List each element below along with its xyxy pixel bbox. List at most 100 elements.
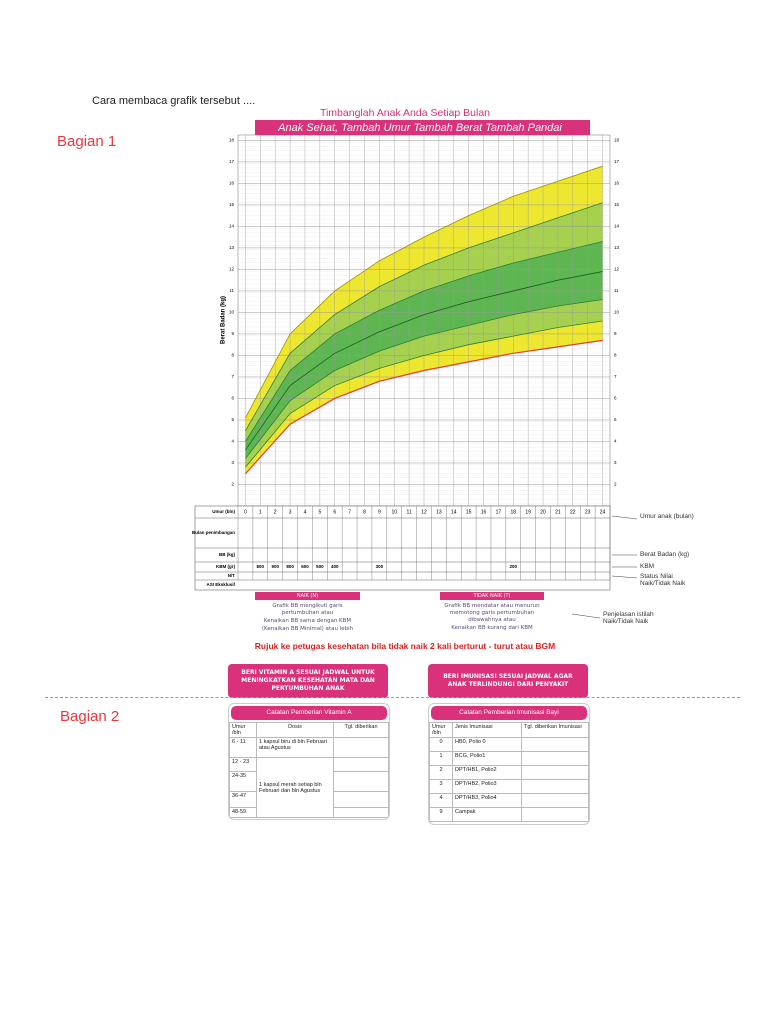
row-label: ASI Eksklusif [206,582,235,587]
band [245,241,603,451]
x-tick-label: 23 [585,509,591,515]
table-title: Catatan Pemberian Imunisasi Bayi [431,706,587,720]
x-tick-label: 3 [289,509,292,515]
table-title: Catatan Pemberian Vitamin A [231,706,387,720]
age-cell: 6 - 11 [229,737,257,758]
date-cell [333,791,389,808]
y-tick-label: 12 [614,267,620,272]
x-tick-label: 15 [466,509,472,515]
row-label: Bulan penimbangan [192,530,235,535]
age-cell: 48-59 [229,807,257,818]
x-tick-label: 20 [540,509,546,515]
vitamin-banner: BERI VITAMIN A SESUAI JADWAL UNTUK MENIN… [228,664,388,698]
date-cell [333,771,389,792]
y-tick-label: 13 [229,245,235,250]
y-tick-label: 12 [229,267,235,272]
band [245,299,603,468]
x-tick-label: 12 [421,509,427,515]
y-tick-label: 14 [614,224,620,229]
date-cell [521,765,589,780]
row-label: Umur (bln) [212,509,235,514]
y-tick-label: 6 [614,396,617,401]
y-tick-label: 16 [229,181,235,186]
x-tick-label: 1 [259,509,262,515]
kbm-value: 800 [257,564,265,569]
pointer [611,575,638,579]
side-label: Penjelasan istilah Naik/Tidak Naik [603,611,654,625]
header-cell: Dosis [256,722,334,738]
table: Umur /bln Dosis Tgl. diberikan 6 - 11 1 … [229,722,389,818]
vitamin-table: Catatan Pemberian Vitamin A Umur /bln Do… [228,703,390,820]
y-tick-label: 3 [614,460,617,465]
date-cell [333,757,389,772]
age-cell: 1 [429,751,453,766]
band [245,271,603,459]
section-label: Bagian 1 [57,133,117,150]
naik-line: Grafik BB mengikuti garis pertumbuhan at… [272,603,343,616]
x-tick-label: 9 [378,509,381,515]
kbm-value: 600 [301,564,309,569]
y-tick-label: 2 [231,482,234,487]
date-cell [333,737,389,758]
y-tick-label: 17 [229,159,235,164]
subtitle-bar [255,120,590,135]
y-tick-label: 11 [614,288,619,293]
row: 2 DPT/HB1, Polio2 [429,765,589,780]
row-label: N/T [228,573,236,578]
y-tick-label: 17 [614,159,620,164]
kbm-value: 500 [316,564,324,569]
separator [45,697,740,698]
kbm-value: 200 [510,564,518,569]
date-cell [521,737,589,752]
x-tick-label: 4 [304,509,307,515]
growth-line [245,165,603,419]
vaccine-cell: DPT/HB3, Polio4 [452,793,522,808]
age-cell: 12 - 23 [229,757,257,772]
y-tick-label: 4 [614,439,617,444]
y-tick-label: 9 [614,331,617,336]
vaccine-cell: DPT/HB1, Polio2 [452,765,522,780]
row-label: BB (kg) [219,552,235,557]
y-tick-label: 15 [229,202,235,207]
x-tick-label: 16 [481,509,487,515]
chart-subtitle: Anak Sehat, Tambah Umur Tambah Berat Tam… [277,122,562,134]
x-tick-label: 2 [274,509,277,515]
header-cell: Umur /bln [429,722,453,738]
header-cell: Tgl. diberikan [333,722,389,738]
y-tick-label: 10 [614,310,620,315]
immunization-banner: BERI IMUNISASI SESUAI JADWAL AGAR ANAK T… [428,664,588,698]
band [245,321,603,474]
row-label: KBM (gr) [216,564,235,569]
y-tick-label: 4 [231,439,234,444]
x-tick-label: 7 [348,509,351,515]
immunization-table: Catatan Pemberian Imunisasi Bayi Umur /b… [428,703,590,825]
date-cell [521,779,589,794]
row: 4 DPT/HB3, Polio4 [429,793,589,808]
row: 48-59 [229,807,389,818]
side-label: KBM [640,563,655,570]
row: 1 BCG, Polio1 [429,751,589,766]
date-cell [333,807,389,818]
naik-text: Grafik BB mengikuti garis pertumbuhan at… [255,603,360,633]
y-tick-label: 7 [231,374,234,379]
x-tick-label: 21 [555,509,561,515]
side-label: Umur anak (bulan) [640,513,694,520]
intro-text: Cara membaca grafik tersebut .... [92,95,256,107]
header-row: Umur /bln Jenis Imunisasi Tgl. diberikan… [429,722,589,738]
header-cell: Umur /bln [229,722,257,738]
x-tick-label: 22 [570,509,576,515]
y-axis-label: Berat Badan (kg) [221,296,227,344]
row: 9 Campak [429,807,589,822]
y-tick-label: 3 [231,460,234,465]
y-tick-label: 5 [231,417,234,422]
date-cell [521,807,589,822]
header-row: Umur /bln Dosis Tgl. diberikan [229,722,389,738]
y-tick-label: 8 [231,353,234,358]
age-cell: 36-47 [229,791,257,808]
y-tick-label: 16 [614,181,620,186]
chart-title: Timbanglah Anak Anda Setiap Bulan [320,107,490,119]
y-tick-label: 18 [229,138,235,143]
age-cell: 4 [429,793,453,808]
